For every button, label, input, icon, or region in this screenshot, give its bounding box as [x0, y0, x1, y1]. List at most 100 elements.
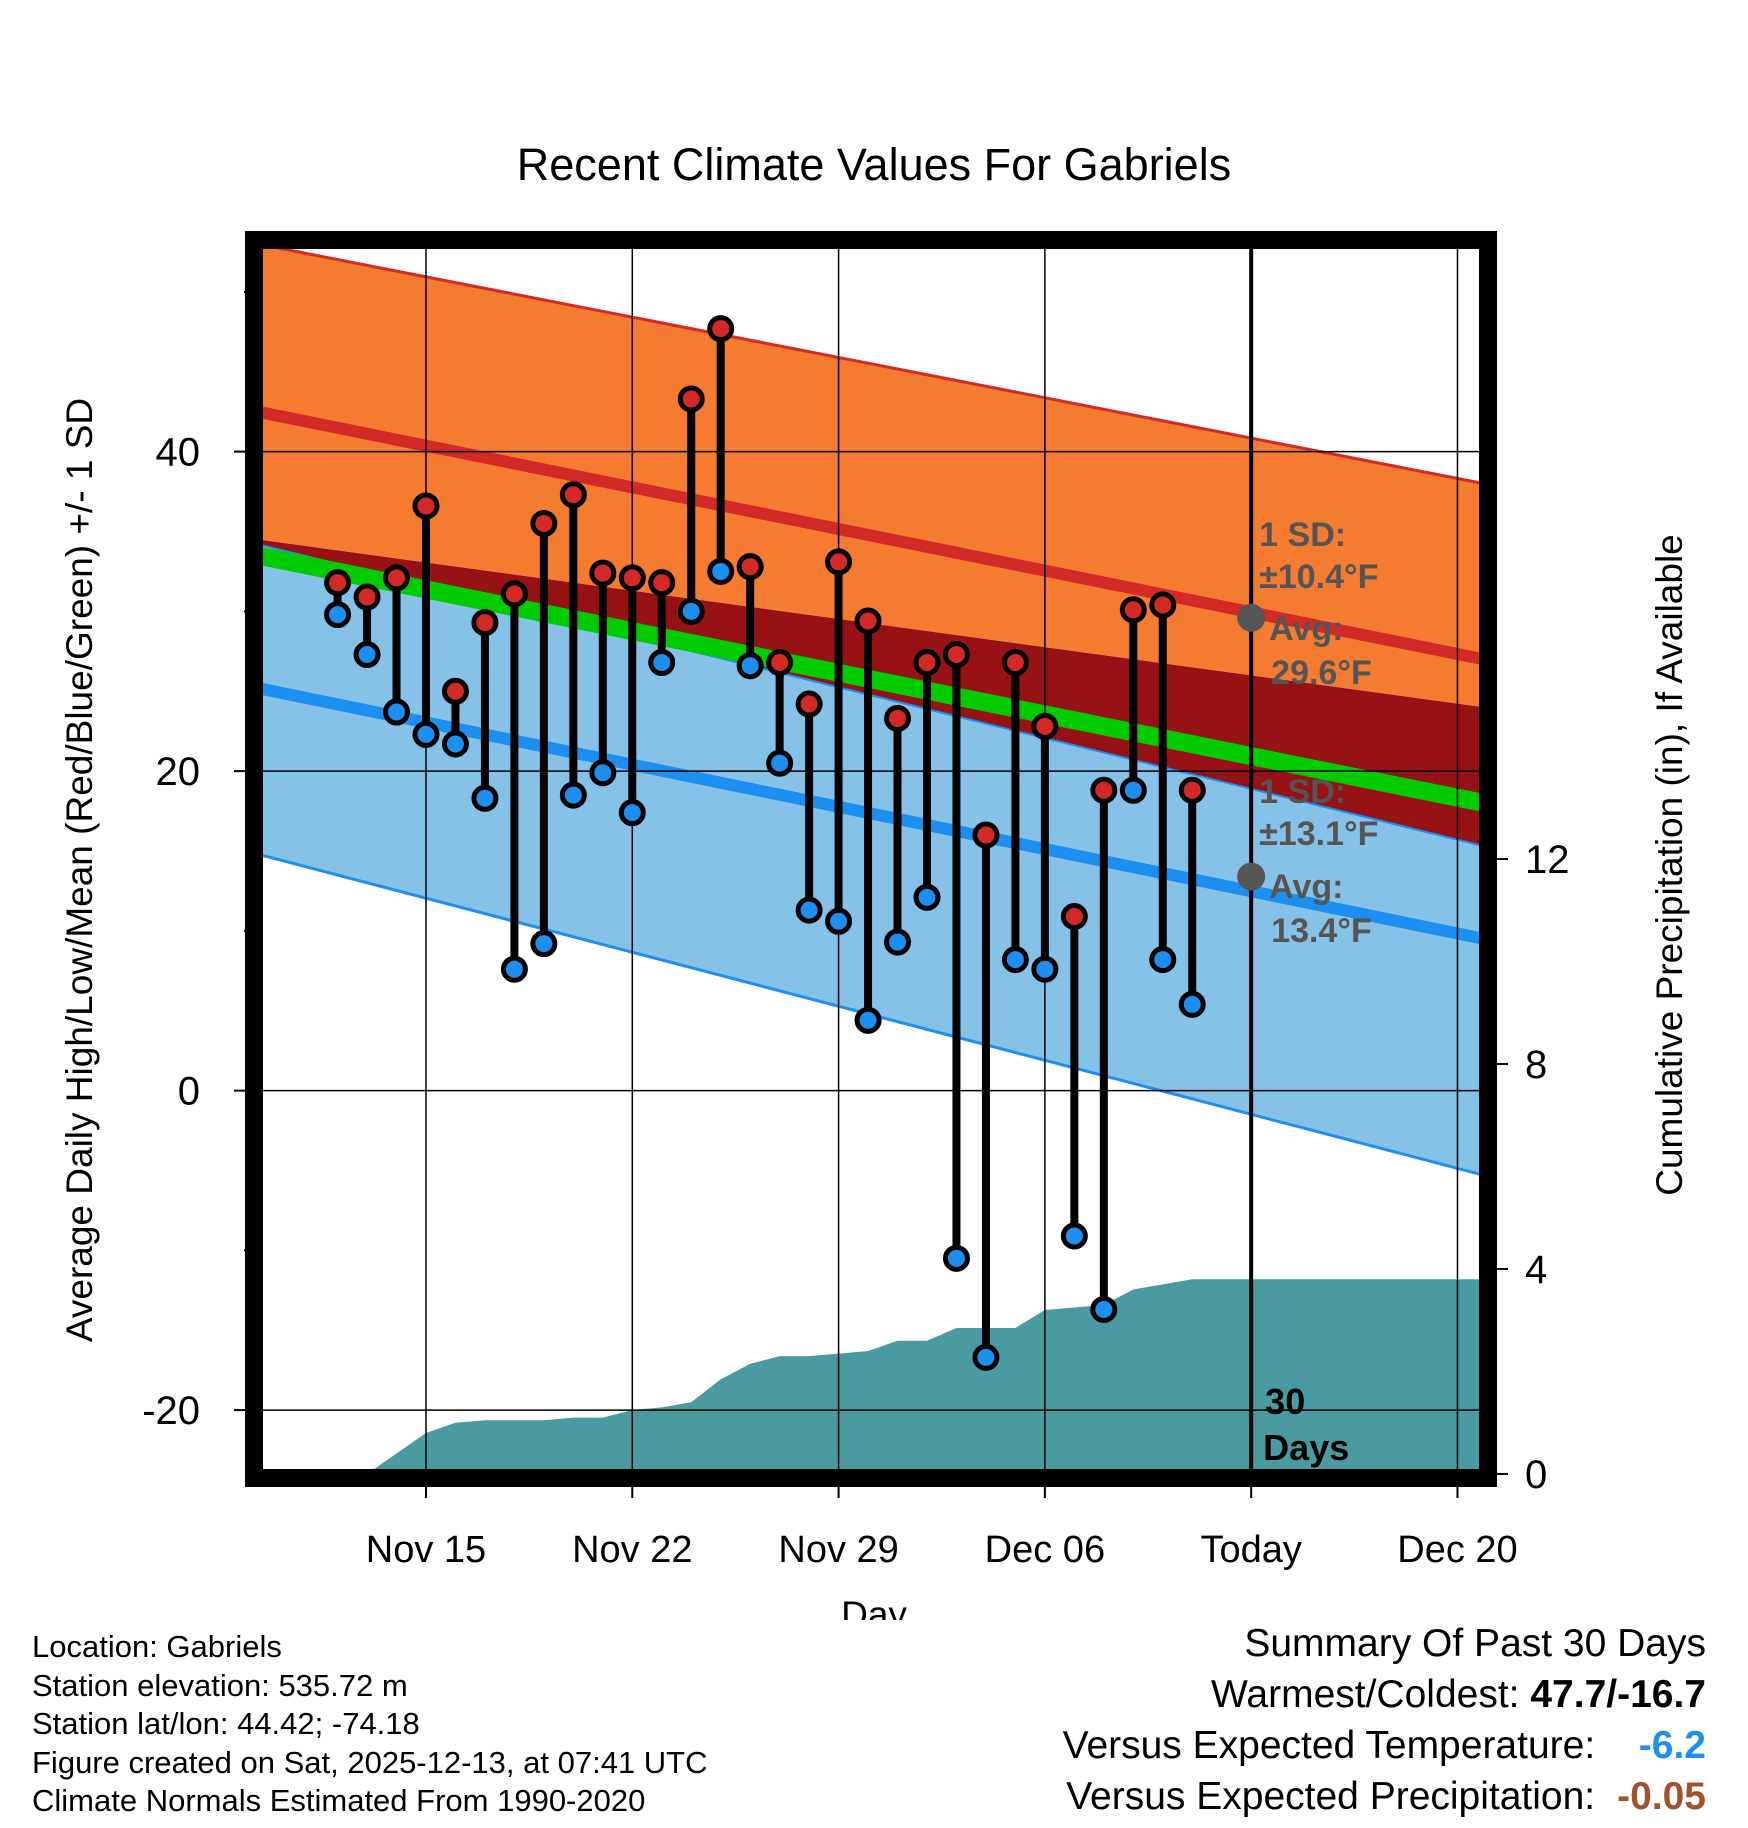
y-axis-label-left: Average Daily High/Low/Mean (Red/Blue/Gr…	[59, 398, 100, 1342]
summary-heading: Summary Of Past 30 Days	[1244, 1622, 1706, 1665]
warm-cold-row: Warmest/Coldest: 47.7/-16.7	[1063, 1669, 1706, 1720]
low-temp-point	[1060, 1222, 1088, 1250]
precip-label: Versus Expected Precipitation:	[1066, 1775, 1596, 1818]
low-temp-point	[795, 896, 823, 924]
high-temp-point	[972, 821, 1000, 849]
low-temp-point	[559, 781, 587, 809]
y-tick-label-right: 0	[1525, 1453, 1547, 1497]
high-temp-point	[1119, 596, 1147, 624]
x-tick-label: Nov 15	[366, 1529, 486, 1571]
low-temp-point	[1090, 1295, 1118, 1323]
elevation-text: Station elevation: 535.72 m	[32, 1667, 408, 1703]
low-temp-point	[825, 907, 853, 935]
low-temp-point	[1031, 955, 1059, 983]
days-label: Days	[1263, 1427, 1349, 1468]
high-temp-point	[854, 607, 882, 635]
precip-cumulative-area	[258, 1279, 1484, 1474]
axes: -20 0 20 40 0 4 8 12 Nov 15 Nov 22 Nov 29 Dec 06 Tod…	[142, 231, 1570, 1571]
low-temp-point	[707, 557, 735, 585]
y-tick-label-left: -20	[142, 1389, 200, 1433]
high-temp-point	[1149, 591, 1177, 619]
high-temp-point	[412, 492, 440, 520]
high-temp-point	[618, 564, 646, 592]
temp-value: -6.2	[1638, 1724, 1706, 1767]
low-sd-value: ±13.1°F	[1259, 815, 1378, 853]
x-tick-label: Nov 22	[572, 1529, 692, 1571]
high-temp-point	[530, 510, 558, 538]
normals-text: Climate Normals Estimated From 1990-2020	[32, 1783, 646, 1818]
low-temp-point	[530, 930, 558, 958]
low-temp-point	[736, 652, 764, 680]
high-temp-point	[441, 677, 469, 705]
temp-label: Versus Expected Temperature:	[1062, 1724, 1596, 1767]
high-temp-point	[353, 583, 381, 611]
x-axis-label: Day	[841, 1594, 907, 1620]
low-temp-point	[677, 597, 705, 625]
high-avg-line	[256, 405, 1486, 666]
y-tick-label-left: 20	[156, 750, 201, 794]
warm-cold-value: 47.7/-16.7	[1530, 1673, 1706, 1716]
high-temp-point	[1031, 712, 1059, 740]
station-metadata: Location: Gabriels Station elevation: 53…	[32, 1628, 708, 1821]
precip-row: Versus Expected Precipitation: -0.05	[1063, 1771, 1706, 1822]
high-temp-point	[736, 553, 764, 581]
y-tick-label-left: 40	[156, 431, 201, 475]
precip-area	[258, 1279, 1484, 1474]
high-temp-point	[884, 704, 912, 732]
location-text: Location: Gabriels	[32, 1629, 282, 1664]
y-tick-label-left: 0	[178, 1070, 200, 1114]
x-tick-label: Today	[1200, 1529, 1301, 1571]
low-temp-point	[353, 641, 381, 669]
low-avg-label: Avg:	[1269, 868, 1343, 906]
high-avg-marker	[1237, 603, 1266, 632]
low-temp-point	[441, 730, 469, 758]
warm-cold-label: Warmest/Coldest:	[1211, 1673, 1520, 1716]
y-tick-label-right: 12	[1525, 838, 1570, 882]
high-temp-point	[795, 690, 823, 718]
high-temp-point	[942, 641, 970, 669]
low-temp-point	[972, 1343, 1000, 1371]
created-text: Figure created on Sat, 2025-12-13, at 07…	[32, 1744, 708, 1780]
high-temp-point	[1090, 776, 1118, 804]
high-temp-point	[707, 315, 735, 343]
low-temp-point	[766, 749, 794, 777]
summary-panel: Summary Of Past 30 Days Warmest/Coldest:…	[1063, 1618, 1706, 1822]
high-temp-point	[1060, 903, 1088, 931]
chart-title: Recent Climate Values For Gabriels	[517, 139, 1231, 190]
high-avg-label: Avg:	[1269, 610, 1343, 648]
low-temp-point	[324, 601, 352, 629]
high-temp-point	[1001, 649, 1029, 677]
daily-range-bars	[324, 315, 1206, 1371]
low-temp-point	[1001, 946, 1029, 974]
low-temp-point	[1178, 990, 1206, 1018]
low-temp-point	[913, 883, 941, 911]
low-avg-value: 13.4°F	[1271, 912, 1372, 950]
high-temp-point	[648, 569, 676, 597]
low-temp-point	[854, 1006, 882, 1034]
low-temp-point	[1119, 776, 1147, 804]
high-temp-point	[1178, 776, 1206, 804]
high-temp-point	[913, 649, 941, 677]
low-temp-point	[648, 649, 676, 677]
annotations: 1 SD: ±10.4°F Avg: 29.6°F 1 SD: ±13.1°F Avg: 13…	[1237, 516, 1378, 1468]
high-avg-value: 29.6°F	[1271, 654, 1372, 692]
x-tick-label: Nov 29	[778, 1529, 898, 1571]
low-temp-point	[942, 1244, 970, 1272]
high-temp-point	[589, 559, 617, 587]
precip-value: -0.05	[1617, 1775, 1706, 1818]
low-temp-point	[412, 720, 440, 748]
low-temp-point	[1149, 946, 1177, 974]
low-sd-label: 1 SD:	[1259, 773, 1346, 811]
y-tick-label-right: 4	[1525, 1248, 1547, 1292]
high-temp-point	[500, 580, 528, 608]
high-temp-point	[766, 649, 794, 677]
y-axis-label-right: Cumulative Precipitation (in), If Availa…	[1649, 534, 1690, 1196]
high-temp-point	[559, 481, 587, 509]
low-avg-marker	[1237, 862, 1266, 891]
high-sd-label: 1 SD:	[1259, 516, 1346, 554]
climate-chart: Recent Climate Values For Gabriels 1 SD:…	[59, 139, 1690, 1620]
high-temp-point	[677, 385, 705, 413]
high-temp-point	[471, 609, 499, 637]
low-temp-point	[884, 928, 912, 956]
temp-row: Versus Expected Temperature: -6.2	[1063, 1720, 1706, 1771]
